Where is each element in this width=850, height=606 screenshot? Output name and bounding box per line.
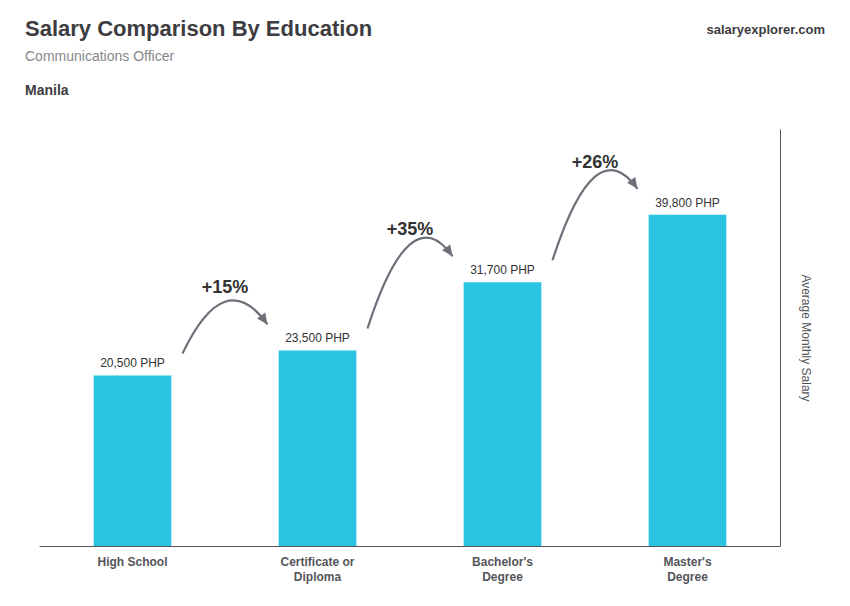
svg-text:High School: High School bbox=[98, 555, 168, 569]
svg-text:Degree: Degree bbox=[482, 570, 523, 584]
svg-text:31,700 PHP: 31,700 PHP bbox=[470, 263, 535, 277]
svg-text:20,500 PHP: 20,500 PHP bbox=[100, 356, 165, 370]
svg-text:39,800 PHP: 39,800 PHP bbox=[655, 196, 720, 210]
svg-text:+15%: +15% bbox=[202, 277, 249, 297]
svg-text:Salary Comparison By Education: Salary Comparison By Education bbox=[25, 16, 372, 41]
svg-text:salaryexplorer.com: salaryexplorer.com bbox=[706, 22, 825, 37]
svg-text:Bachelor's: Bachelor's bbox=[472, 555, 533, 569]
svg-text:23,500 PHP: 23,500 PHP bbox=[285, 331, 350, 345]
svg-text:+35%: +35% bbox=[387, 219, 434, 239]
svg-text:Degree: Degree bbox=[667, 570, 708, 584]
svg-text:Diploma: Diploma bbox=[294, 570, 342, 584]
svg-text:Communications Officer: Communications Officer bbox=[25, 48, 174, 64]
svg-text:+26%: +26% bbox=[572, 152, 619, 172]
svg-text:Manila: Manila bbox=[25, 82, 69, 98]
svg-text:Average Monthly Salary: Average Monthly Salary bbox=[799, 274, 813, 401]
svg-text:Certificate or: Certificate or bbox=[280, 555, 354, 569]
svg-text:Master's: Master's bbox=[663, 555, 712, 569]
